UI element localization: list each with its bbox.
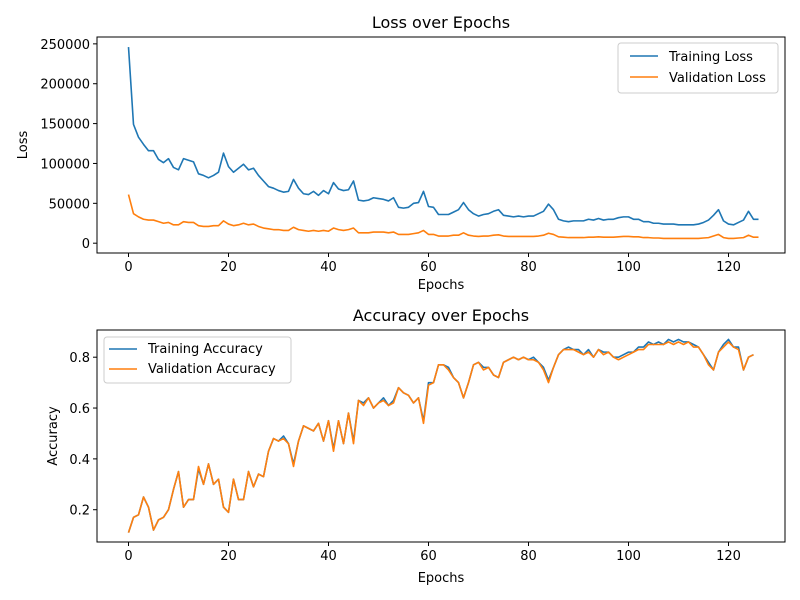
loss-legend-validation-label: Validation Loss [669,71,766,86]
loss-axes-frame [96,36,786,254]
accuracy-x-tick-label: 20 [220,549,237,564]
accuracy-y-ticks: 0.2 0.4 0.6 0.8 [69,351,97,519]
accuracy-y-tick-label: 0.4 [69,453,90,468]
loss-y-ticks: 0 50000 100000 150000 200000 250000 [40,38,97,252]
accuracy-legend-training-label: Training Accuracy [147,342,263,357]
loss-y-tick-label: 200000 [40,78,90,93]
loss-series-training-line [127,46,759,226]
loss-x-tick-label: 120 [716,260,741,275]
accuracy-x-tick-label: 80 [520,549,537,564]
accuracy-x-tick-label: 0 [124,549,132,564]
accuracy-y-axis-label: Accuracy [46,406,61,466]
accuracy-legend: Training Accuracy Validation Accuracy [103,336,292,384]
accuracy-x-axis-label: Epochs [418,571,465,586]
loss-x-tick-label: 40 [320,260,337,275]
accuracy-legend-validation-label: Validation Accuracy [148,362,276,377]
loss-chart-title: Loss over Epochs [372,13,510,32]
accuracy-x-tick-label: 40 [320,549,337,564]
loss-x-tick-label: 20 [220,260,237,275]
accuracy-chart-title: Accuracy over Epochs [353,306,529,325]
loss-y-tick-label: 100000 [40,157,90,172]
loss-series-validation-line [127,194,759,240]
loss-x-ticks: 0 20 40 60 80 100 120 [124,253,741,275]
accuracy-axes-frame [96,329,786,543]
accuracy-plot-area [127,338,754,533]
loss-y-tick-label: 150000 [40,118,90,133]
loss-x-axis-label: Epochs [418,278,465,293]
loss-x-tick-label: 80 [520,260,537,275]
loss-legend-training-label: Training Loss [668,50,753,65]
accuracy-chart: Accuracy over Epochs 0 20 40 60 80 100 120 0.2… [46,306,786,586]
accuracy-x-tick-label: 120 [716,549,741,564]
loss-x-tick-label: 100 [616,260,641,275]
loss-x-tick-label: 0 [124,260,132,275]
accuracy-y-tick-label: 0.6 [69,402,90,417]
loss-y-axis-label: Loss [16,131,31,160]
accuracy-legend-box [103,336,292,384]
accuracy-x-tick-label: 60 [420,549,437,564]
accuracy-x-tick-label: 100 [616,549,641,564]
accuracy-y-tick-label: 0.8 [69,351,90,366]
loss-chart: Loss over Epochs 0 20 40 60 80 100 120 0 50000 1… [16,13,786,293]
loss-legend: Training Loss Validation Loss [617,42,779,94]
loss-y-tick-label: 0 [82,237,90,252]
loss-plot-area [127,46,759,240]
loss-x-tick-label: 60 [420,260,437,275]
accuracy-x-ticks: 0 20 40 60 80 100 120 [124,542,741,564]
loss-y-tick-label: 50000 [49,197,90,212]
accuracy-y-tick-label: 0.2 [69,504,90,519]
loss-y-tick-label: 250000 [40,38,90,53]
accuracy-series-validation-line [127,341,754,533]
